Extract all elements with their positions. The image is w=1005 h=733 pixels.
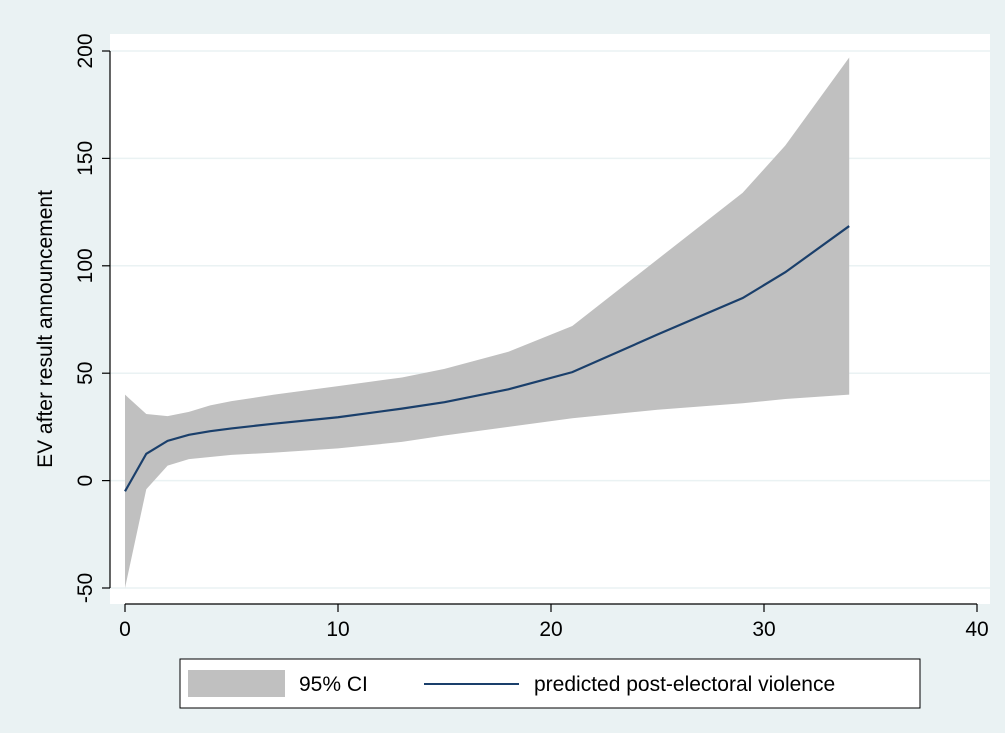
x-tick-label: 10 — [326, 618, 349, 641]
data-layer — [124, 57, 850, 589]
axes: -50 0 50 100 150 200 0 10 20 30 40 — [74, 33, 989, 641]
y-tick-label: 150 — [74, 141, 97, 176]
y-tick-label: -50 — [74, 573, 97, 603]
legend: 95% CI predicted post-electoral violence — [179, 658, 921, 709]
legend-line-label: predicted post-electoral violence — [534, 673, 835, 696]
legend-ci-label: 95% CI — [299, 673, 368, 696]
x-tick-label: 30 — [752, 618, 775, 641]
x-tick-label: 40 — [965, 618, 988, 641]
plot-area — [110, 34, 990, 604]
y-tick-label: 100 — [74, 248, 97, 283]
y-tick-label: 0 — [74, 475, 97, 487]
legend-ci-swatch — [188, 670, 285, 697]
x-tick-label: 20 — [539, 618, 562, 641]
y-axis-title: EV after result announcement — [34, 190, 57, 468]
prediction-line — [124, 225, 850, 492]
ci-band — [125, 57, 850, 589]
legend-box — [179, 658, 921, 709]
y-tick-label: 50 — [74, 362, 97, 385]
x-tick-label: 0 — [119, 618, 131, 641]
y-tick-label: 200 — [74, 33, 97, 68]
